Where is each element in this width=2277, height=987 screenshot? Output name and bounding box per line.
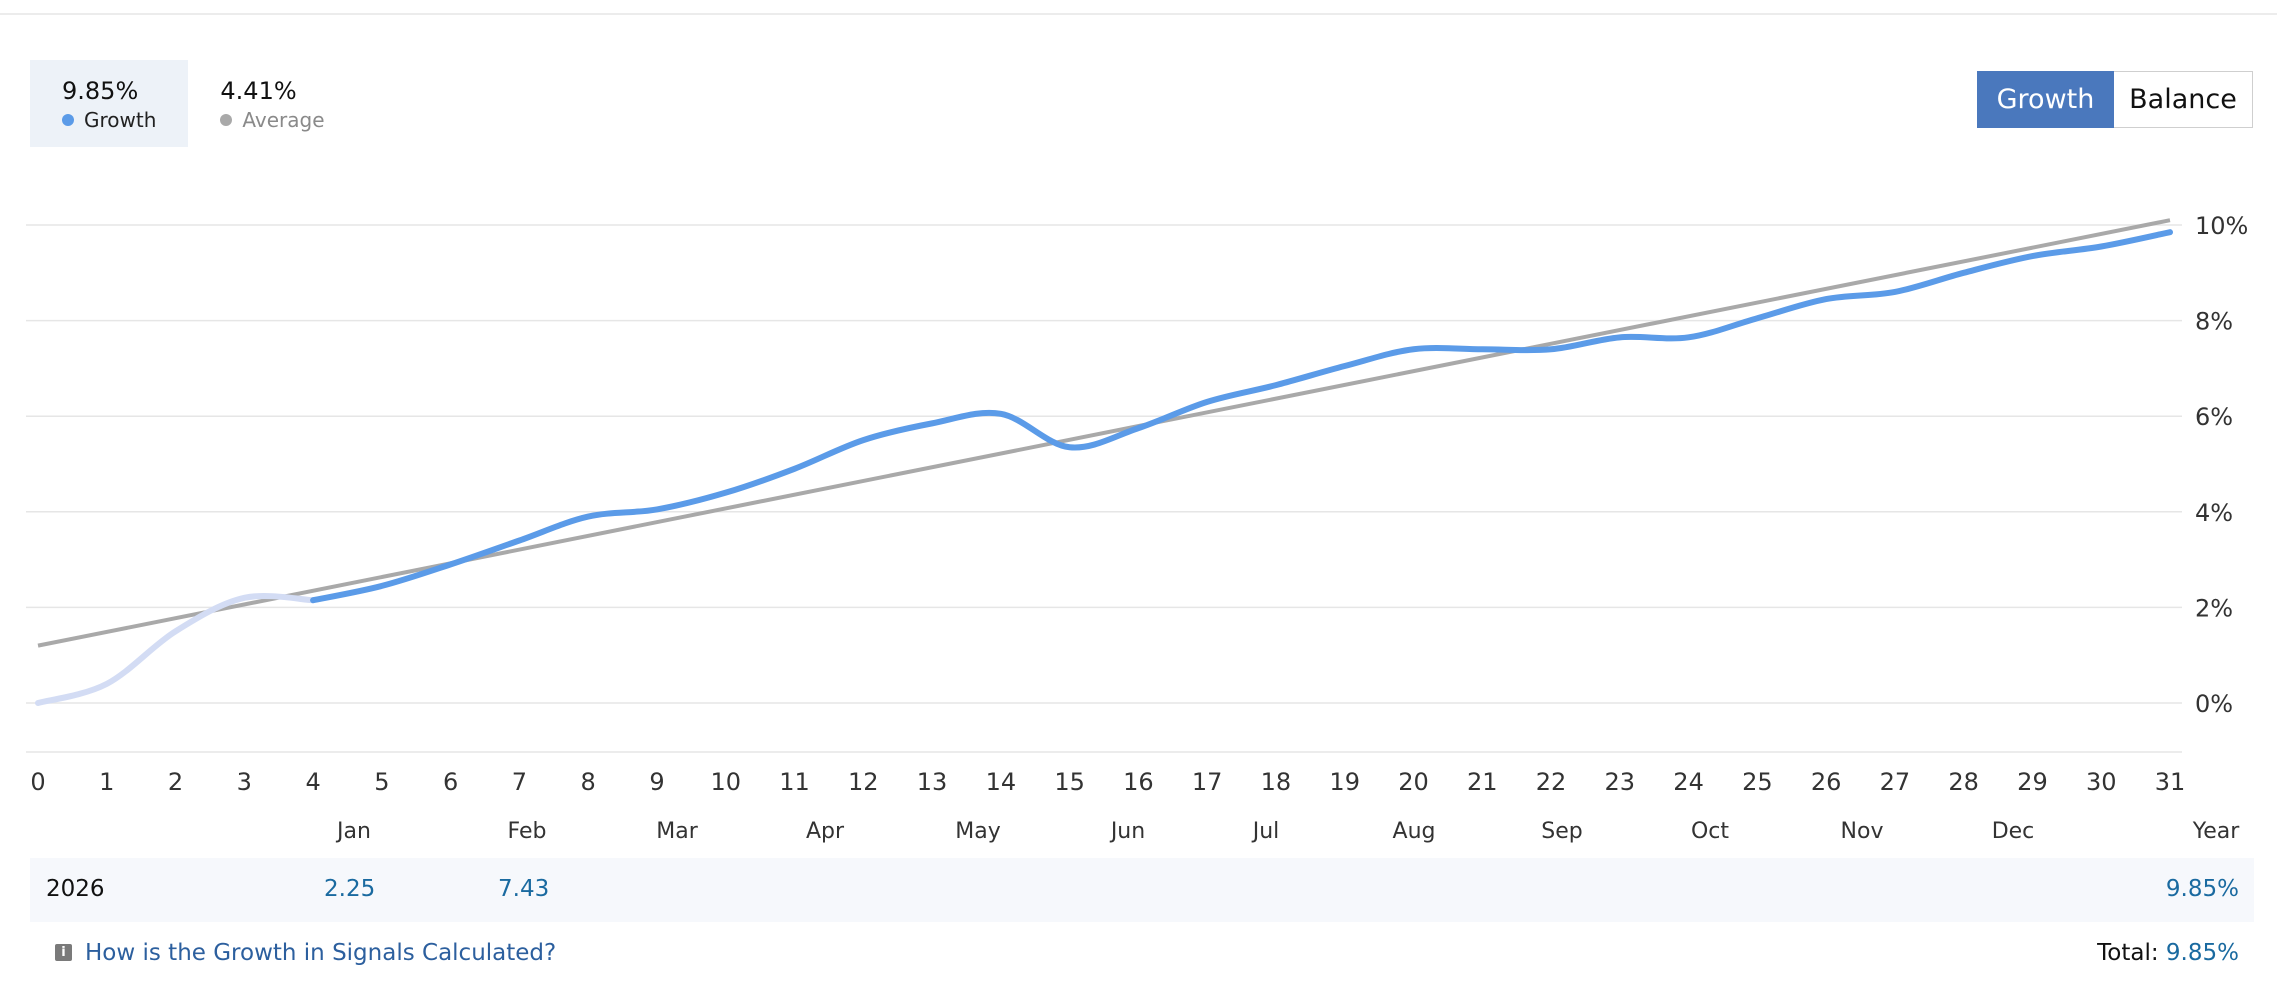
x-tick-label: 13 [917, 768, 948, 796]
month-label: Jan [335, 819, 371, 844]
x-tick-label: 15 [1054, 768, 1085, 796]
month-label: Sep [1541, 819, 1582, 844]
x-tick-label: 29 [2017, 768, 2048, 796]
chart-series [35, 218, 2173, 706]
y-tick-label: 10% [2195, 212, 2248, 240]
x-tick-label: 4 [305, 768, 320, 796]
y-tick-label: 4% [2195, 499, 2233, 527]
x-tick-label: 2 [168, 768, 183, 796]
legend-average-label-row: Average [220, 106, 325, 134]
x-tick-label: 3 [237, 768, 252, 796]
feb-value: 7.43 [498, 876, 550, 902]
top-divider [0, 13, 2277, 15]
chart-mode-switcher: Growth Balance [1977, 71, 2253, 128]
x-tick-label: 17 [1192, 768, 1223, 796]
x-tick-label: 12 [848, 768, 879, 796]
x-tick-label: 28 [1948, 768, 1979, 796]
month-label: Aug [1393, 819, 1436, 844]
legend-growth-label-row: Growth [62, 106, 156, 134]
average-label: Average [242, 108, 325, 132]
x-tick-label: 6 [443, 768, 458, 796]
x-tick-label: 14 [986, 768, 1017, 796]
grid-lines [26, 224, 2182, 753]
month-label: Jul [1251, 819, 1280, 844]
x-tick-label: 16 [1123, 768, 1154, 796]
x-tick-label: 9 [649, 768, 664, 796]
y-axis-ticks: 0% 2% 4% 6% 8% 10% [2195, 212, 2248, 718]
x-tick-label: 11 [779, 768, 810, 796]
chart-legend: 9.85% Growth 4.41% Average [30, 60, 357, 147]
jan-value: 2.25 [324, 876, 376, 902]
year-row: 2026 2.25 7.43 9.85% [30, 858, 2254, 922]
x-tick-label: 21 [1467, 768, 1498, 796]
total-label: Total: [2097, 940, 2159, 966]
y-tick-label: 8% [2195, 308, 2233, 336]
x-tick-label: 23 [1605, 768, 1636, 796]
chart-footer: i How is the Growth in Signals Calculate… [30, 940, 2254, 976]
month-label: Nov [1841, 819, 1884, 844]
x-tick-label: 0 [30, 768, 45, 796]
x-tick-label: 20 [1398, 768, 1429, 796]
x-tick-label: 31 [2155, 768, 2186, 796]
x-tick-label: 5 [374, 768, 389, 796]
month-label: Oct [1691, 819, 1729, 844]
average-series-line [37, 218, 2171, 648]
x-axis-ticks: 0 1 2 3 4 5 6 7 8 9 10 11 12 13 14 15 16 17 18 19 20 21 22 23 24… [30, 768, 2185, 796]
y-tick-label: 6% [2195, 403, 2233, 431]
growth-series-line [310, 229, 2173, 604]
x-tick-label: 19 [1329, 768, 1360, 796]
info-icon: i [55, 944, 72, 961]
x-tick-label: 1 [99, 768, 114, 796]
growth-label: Growth [84, 108, 157, 132]
month-label: Apr [806, 819, 845, 844]
x-tick-label: 18 [1261, 768, 1292, 796]
growth-help-link[interactable]: How is the Growth in Signals Calculated? [85, 940, 557, 966]
x-tick-label: 8 [581, 768, 596, 796]
average-dot-icon [220, 114, 233, 126]
month-label: Jun [1109, 819, 1145, 844]
x-tick-label: 22 [1536, 768, 1567, 796]
x-tick-label: 7 [512, 768, 527, 796]
year-label: 2026 [46, 876, 105, 902]
x-tick-label: 10 [710, 768, 741, 796]
x-tick-label: 30 [2086, 768, 2117, 796]
year-total-value: 9.85% [2165, 876, 2239, 902]
month-label: Year [2192, 819, 2241, 844]
legend-average[interactable]: 4.41% Average [188, 60, 356, 147]
y-tick-label: 0% [2195, 690, 2233, 718]
total-value: 9.85% [2165, 940, 2239, 966]
legend-growth[interactable]: 9.85% Growth [30, 60, 189, 147]
growth-series-history-line [35, 593, 317, 706]
month-label: Mar [656, 819, 698, 844]
growth-value: 9.85% [62, 77, 139, 105]
balance-tab-button[interactable]: Balance [2114, 71, 2253, 128]
month-label: May [955, 819, 1000, 844]
growth-chart: 0%2%4%6%8%10% 0 1 2 3 4 5 6 7 8 9 10 11 12 13 14 15 16 17… [26, 212, 2248, 844]
month-labels: Jan Feb Mar Apr May Jun Jul Aug Sep Oct Nov Dec Year [335, 819, 2240, 844]
x-tick-label: 25 [1742, 768, 1773, 796]
x-tick-label: 27 [1880, 768, 1911, 796]
total-summary: Total: 9.85% [2097, 940, 2239, 966]
x-tick-label: 24 [1673, 768, 1704, 796]
growth-tab-button[interactable]: Growth [1977, 71, 2114, 128]
x-tick-label: 26 [1811, 768, 1842, 796]
y-tick-label: 2% [2195, 594, 2233, 622]
average-value: 4.41% [220, 77, 297, 105]
growth-dot-icon [62, 114, 74, 126]
month-label: Dec [1992, 819, 2035, 844]
month-label: Feb [508, 819, 547, 844]
